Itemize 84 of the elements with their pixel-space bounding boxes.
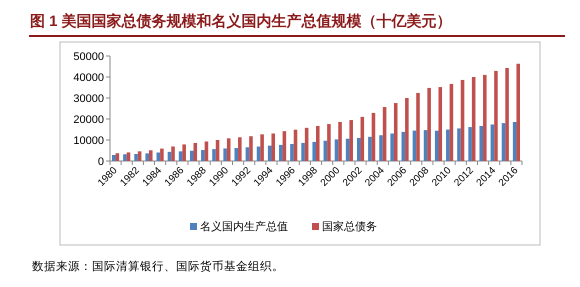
bar bbox=[316, 126, 320, 161]
bar bbox=[160, 148, 164, 161]
bar bbox=[434, 130, 438, 161]
bar bbox=[260, 134, 264, 161]
chart-title: 图 1 美国国家总债务规模和名义国内生产总值规模（十亿美元） bbox=[30, 12, 452, 30]
bar bbox=[446, 130, 450, 161]
bar bbox=[304, 128, 308, 161]
bar bbox=[405, 98, 409, 161]
bar bbox=[505, 68, 509, 161]
bar bbox=[126, 152, 130, 161]
bar bbox=[201, 150, 205, 161]
bar bbox=[494, 70, 498, 161]
bar bbox=[134, 154, 138, 161]
bar bbox=[256, 146, 260, 161]
bar bbox=[249, 136, 253, 161]
bar bbox=[479, 126, 484, 161]
bar bbox=[212, 149, 216, 161]
y-tick-label: 30000 bbox=[73, 93, 104, 105]
bar bbox=[356, 138, 361, 161]
bar bbox=[372, 112, 376, 161]
bar bbox=[216, 140, 220, 161]
bar bbox=[268, 146, 272, 161]
bar bbox=[338, 122, 342, 161]
bar bbox=[438, 87, 442, 161]
bar bbox=[271, 133, 276, 161]
bar bbox=[349, 120, 353, 161]
bar bbox=[156, 152, 160, 161]
bar bbox=[294, 130, 298, 161]
bar bbox=[171, 146, 175, 161]
legend-label: 名义国内生产总值 bbox=[200, 220, 288, 233]
legend-label: 国家总债务 bbox=[322, 220, 377, 233]
bar bbox=[468, 127, 472, 161]
bar bbox=[412, 130, 416, 161]
bar bbox=[279, 144, 283, 161]
bar bbox=[312, 142, 316, 161]
bar bbox=[190, 150, 194, 161]
bar bbox=[238, 137, 242, 161]
bar bbox=[290, 144, 294, 161]
bar bbox=[379, 135, 383, 161]
bar bbox=[145, 153, 149, 161]
bar bbox=[502, 123, 506, 161]
bar bbox=[112, 154, 116, 161]
bar bbox=[427, 88, 431, 161]
bar bbox=[472, 77, 476, 161]
bar bbox=[178, 151, 182, 161]
bar bbox=[457, 128, 461, 161]
bar bbox=[450, 84, 454, 161]
bar bbox=[223, 148, 227, 161]
bar bbox=[301, 142, 305, 161]
bar bbox=[416, 92, 420, 161]
bar bbox=[182, 144, 186, 161]
bar bbox=[516, 64, 520, 161]
bar bbox=[490, 124, 494, 161]
bar bbox=[282, 131, 286, 161]
y-tick-label: 50000 bbox=[73, 51, 104, 63]
bar bbox=[327, 124, 331, 161]
bar bbox=[234, 148, 238, 161]
bar bbox=[402, 132, 406, 161]
bar bbox=[512, 122, 516, 161]
bar bbox=[246, 147, 250, 161]
bar bbox=[334, 139, 338, 161]
bar bbox=[390, 134, 394, 161]
bar bbox=[460, 80, 464, 161]
bar bbox=[168, 152, 172, 161]
y-tick-label: 10000 bbox=[73, 135, 104, 147]
bar bbox=[116, 153, 120, 161]
y-tick-label: 0 bbox=[98, 156, 104, 168]
bar bbox=[148, 150, 153, 161]
bar bbox=[204, 141, 208, 161]
bar bbox=[424, 130, 428, 161]
y-tick-label: 40000 bbox=[73, 72, 104, 84]
bar bbox=[360, 116, 364, 161]
bar bbox=[346, 138, 350, 161]
source-note: 数据来源：国际清算银行、国际货币基金组织。 bbox=[32, 259, 284, 273]
bar bbox=[483, 74, 487, 161]
bar bbox=[226, 138, 230, 161]
bar bbox=[324, 140, 328, 161]
bar bbox=[368, 136, 372, 161]
y-tick-label: 20000 bbox=[73, 114, 104, 126]
bar bbox=[123, 154, 127, 161]
bar bbox=[138, 151, 142, 161]
bar bbox=[194, 142, 198, 161]
bar bbox=[382, 107, 386, 161]
bar bbox=[394, 103, 398, 161]
